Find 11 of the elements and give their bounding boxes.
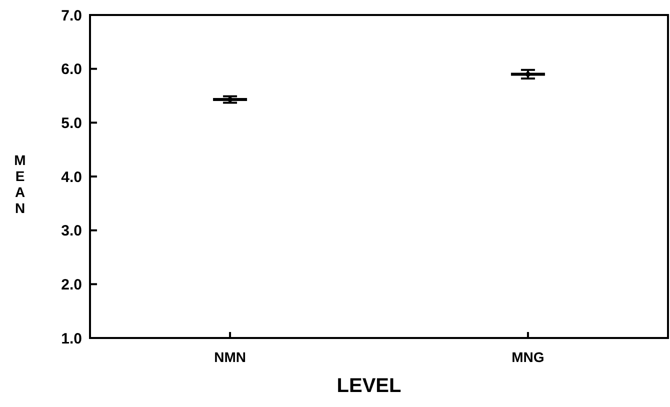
y-tick-label: 5.0	[61, 114, 82, 132]
y-tick-label: 4.0	[61, 168, 82, 186]
y-tick-label: 1.0	[61, 330, 82, 348]
y-axis-title: MEAN	[14, 152, 26, 216]
y-tick-label: 7.0	[61, 7, 82, 24]
x-tick-label: MNG	[512, 349, 544, 365]
x-axis-title: LEVEL	[336, 375, 402, 397]
x-tick-label: NMN	[214, 349, 246, 365]
y-tick-label: 3.0	[61, 222, 82, 240]
y-tick-label: 6.0	[61, 61, 82, 78]
y-tick-label: 2.0	[61, 276, 82, 294]
